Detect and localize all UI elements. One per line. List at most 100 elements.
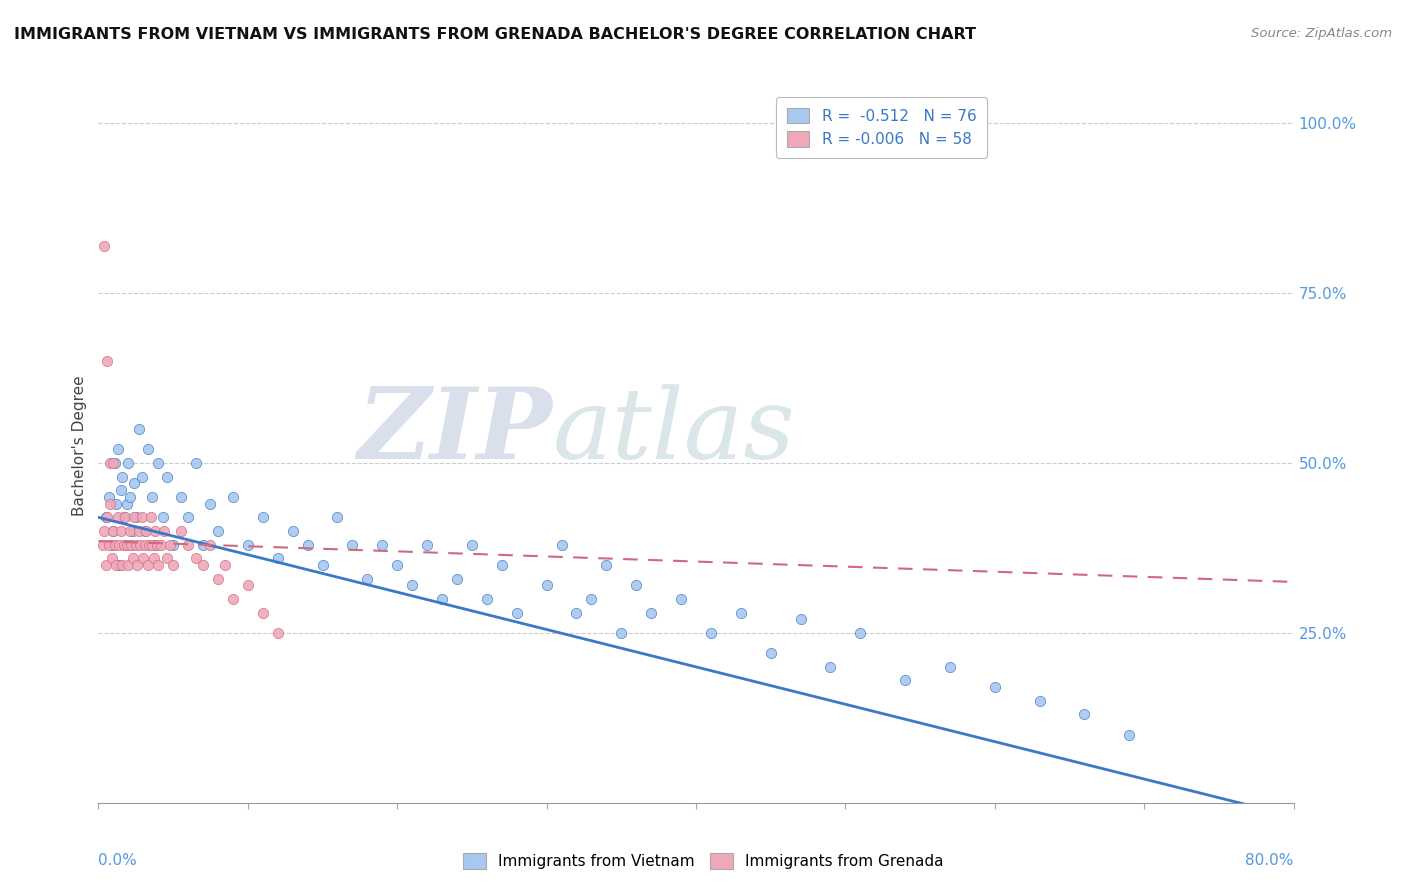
Point xyxy=(152,510,174,524)
Point xyxy=(103,456,125,470)
Point xyxy=(430,591,453,606)
Point xyxy=(117,558,139,572)
Point xyxy=(506,606,529,620)
Point xyxy=(128,524,150,538)
Point xyxy=(281,524,304,538)
Point xyxy=(131,510,153,524)
Point xyxy=(162,537,184,551)
Point xyxy=(129,537,152,551)
Point xyxy=(200,497,222,511)
Point xyxy=(156,551,179,566)
Y-axis label: Bachelor's Degree: Bachelor's Degree xyxy=(72,376,87,516)
Point xyxy=(236,578,259,592)
Point xyxy=(1073,707,1095,722)
Point xyxy=(200,537,222,551)
Point xyxy=(326,510,349,524)
Point xyxy=(115,497,138,511)
Point xyxy=(184,456,207,470)
Point xyxy=(118,524,141,538)
Point xyxy=(461,537,484,551)
Point xyxy=(143,537,166,551)
Point xyxy=(91,537,114,551)
Point xyxy=(191,558,214,572)
Point xyxy=(96,510,118,524)
Point xyxy=(101,537,124,551)
Point xyxy=(297,537,319,551)
Point xyxy=(789,612,811,626)
Point xyxy=(207,524,229,538)
Point xyxy=(120,537,142,551)
Point xyxy=(169,490,191,504)
Point xyxy=(626,578,648,592)
Point xyxy=(162,558,184,572)
Point xyxy=(100,497,122,511)
Point xyxy=(759,646,782,660)
Point xyxy=(820,660,842,674)
Point xyxy=(110,524,132,538)
Point xyxy=(100,456,122,470)
Point xyxy=(111,469,134,483)
Point xyxy=(156,469,179,483)
Point xyxy=(112,510,135,524)
Text: Source: ZipAtlas.com: Source: ZipAtlas.com xyxy=(1251,27,1392,40)
Point xyxy=(124,510,146,524)
Point xyxy=(536,578,558,592)
Point xyxy=(128,422,150,436)
Point xyxy=(207,572,229,586)
Legend: R =  -0.512   N = 76, R = -0.006   N = 58: R = -0.512 N = 76, R = -0.006 N = 58 xyxy=(776,97,987,158)
Point xyxy=(446,572,468,586)
Point xyxy=(115,537,138,551)
Point xyxy=(117,456,139,470)
Point xyxy=(984,680,1007,694)
Point xyxy=(103,524,125,538)
Point xyxy=(112,537,135,551)
Point xyxy=(730,606,752,620)
Point xyxy=(581,591,603,606)
Point xyxy=(125,537,148,551)
Point xyxy=(159,537,181,551)
Point xyxy=(114,510,136,524)
Point xyxy=(125,510,148,524)
Point xyxy=(416,537,439,551)
Point xyxy=(107,510,129,524)
Point xyxy=(105,497,128,511)
Point xyxy=(135,524,157,538)
Point xyxy=(139,510,162,524)
Point xyxy=(640,606,662,620)
Point xyxy=(141,537,163,551)
Point xyxy=(111,558,134,572)
Text: ZIP: ZIP xyxy=(357,384,553,480)
Point xyxy=(131,469,153,483)
Point xyxy=(184,551,207,566)
Point xyxy=(550,537,572,551)
Point xyxy=(1118,728,1140,742)
Point xyxy=(94,510,117,524)
Point xyxy=(101,551,124,566)
Point xyxy=(222,591,245,606)
Point xyxy=(136,442,159,457)
Point xyxy=(141,490,163,504)
Point xyxy=(342,537,364,551)
Point xyxy=(401,578,423,592)
Point xyxy=(252,510,274,524)
Point xyxy=(595,558,617,572)
Point xyxy=(669,591,692,606)
Point xyxy=(236,537,259,551)
Point xyxy=(150,537,173,551)
Point xyxy=(110,483,132,498)
Point xyxy=(121,551,143,566)
Text: 80.0%: 80.0% xyxy=(1246,853,1294,868)
Point xyxy=(120,537,142,551)
Point xyxy=(127,558,149,572)
Point xyxy=(132,551,155,566)
Point xyxy=(491,558,513,572)
Point xyxy=(93,238,115,252)
Point xyxy=(148,558,170,572)
Point xyxy=(475,591,498,606)
Point xyxy=(138,537,160,551)
Point xyxy=(114,537,136,551)
Point xyxy=(267,626,290,640)
Point xyxy=(191,537,214,551)
Point xyxy=(134,537,156,551)
Point xyxy=(107,442,129,457)
